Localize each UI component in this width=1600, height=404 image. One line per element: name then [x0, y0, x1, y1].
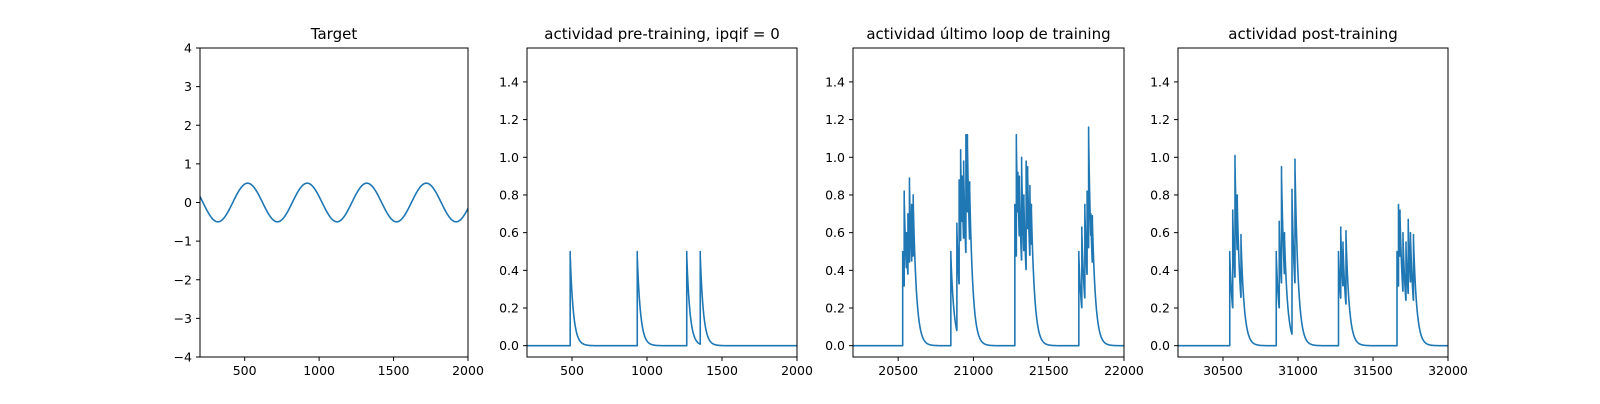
y-tick-label: 0.4	[825, 263, 845, 278]
y-tick-label: 0.4	[499, 263, 519, 278]
axes-frame	[526, 47, 798, 358]
y-tick-label: 0.8	[499, 187, 519, 202]
y-tick-label: 0	[184, 195, 192, 210]
y-tick-label: 1.0	[499, 150, 519, 165]
x-tick-label: 31500	[1353, 363, 1393, 378]
x-tick-label: 21500	[1029, 363, 1069, 378]
y-tick-label: 0.6	[1150, 225, 1170, 240]
y-tick-label: −1	[174, 234, 192, 249]
y-tick-label: 1.4	[1150, 74, 1170, 89]
x-tick-label: 1500	[378, 363, 410, 378]
y-tick-label: 0.6	[825, 225, 845, 240]
x-tick-label: 500	[233, 363, 257, 378]
chart-title: Target	[310, 25, 358, 43]
subplot-4: 30500 31000 31500 32000 0.0 0.2 0.4 0.6 0.8 1.0 1.…	[1150, 25, 1468, 378]
axes-frame	[852, 47, 1125, 358]
chart-title: actividad último loop de training	[866, 25, 1110, 43]
y-tick-label: 1.0	[825, 150, 845, 165]
y-tick-label: 0.2	[499, 301, 519, 316]
x-tick-label: 500	[560, 363, 584, 378]
subplot-1: 500 1000 1500 2000 −4 −3 −2 −1 0 1 2 3 4 Target	[174, 25, 484, 378]
y-tick-label: 1	[184, 156, 192, 171]
x-tick-label: 1000	[303, 363, 335, 378]
x-tick-label: 1000	[631, 363, 663, 378]
subplot-2: 500 1000 1500 2000 0.0 0.2 0.4 0.6 0.8 1.0 1.2 1.4 a…	[499, 25, 813, 378]
series-line-1	[527, 250, 797, 347]
y-tick-label: 0.8	[825, 187, 845, 202]
axes-frame	[199, 47, 469, 358]
y-tick-label: −3	[174, 311, 192, 326]
y-tick-label: 1.2	[1150, 112, 1170, 127]
series-line-1	[200, 182, 468, 223]
x-tick-label: 31000	[1278, 363, 1318, 378]
y-tick-label: 0.2	[1150, 301, 1170, 316]
y-tick-label: −4	[174, 350, 192, 365]
y-tick-label: −2	[174, 272, 192, 287]
y-tick-label: 0.8	[1150, 187, 1170, 202]
series-line-1	[1178, 154, 1448, 347]
y-tick-label: 3	[184, 79, 192, 94]
x-tick-label: 21000	[954, 363, 994, 378]
y-tick-label: 1.4	[825, 74, 845, 89]
y-tick-label: 2	[184, 118, 192, 133]
y-tick-label: 0.0	[825, 338, 845, 353]
y-tick-label: 0.0	[1150, 338, 1170, 353]
y-tick-label: 0.6	[499, 225, 519, 240]
series-line-1	[853, 126, 1124, 347]
x-tick-label: 2000	[452, 363, 484, 378]
x-tick-label: 32000	[1428, 363, 1468, 378]
subplot-3: 20500 21000 21500 22000 0.0 0.2 0.4 0.6 0.8 1.0 1.…	[825, 25, 1144, 378]
x-tick-label: 22000	[1104, 363, 1144, 378]
y-tick-label: 1.4	[499, 74, 519, 89]
x-tick-label: 2000	[781, 363, 813, 378]
chart-title: actividad post-training	[1228, 25, 1397, 43]
y-tick-label: 0.2	[825, 301, 845, 316]
x-tick-label: 30500	[1203, 363, 1243, 378]
x-tick-label: 1500	[706, 363, 738, 378]
y-tick-label: 0.0	[499, 338, 519, 353]
axes-frame	[1177, 47, 1449, 358]
y-tick-label: 1.0	[1150, 150, 1170, 165]
y-tick-label: 1.2	[825, 112, 845, 127]
chart-title: actividad pre-training, ipqif = 0	[544, 25, 780, 43]
y-tick-label: 0.4	[1150, 263, 1170, 278]
x-tick-label: 20500	[878, 363, 918, 378]
y-tick-label: 4	[184, 41, 192, 56]
y-tick-label: 1.2	[499, 112, 519, 127]
